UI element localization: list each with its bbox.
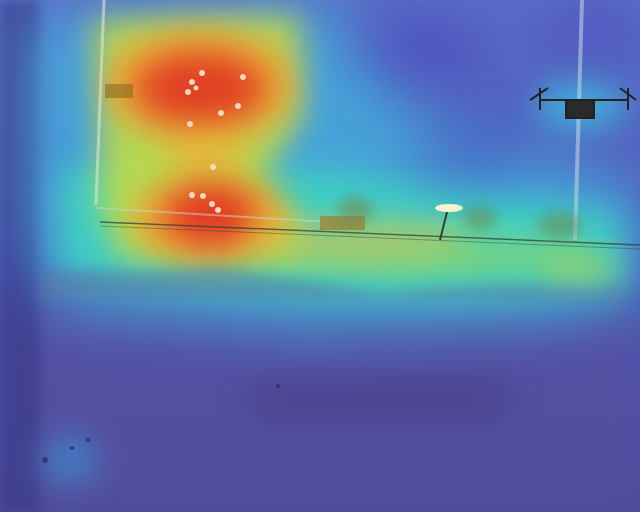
- glow-spot: [40, 435, 100, 485]
- person: [215, 207, 221, 213]
- drone-arm: [529, 87, 549, 101]
- fence-line: [99, 221, 640, 246]
- people: [185, 70, 246, 213]
- person: [200, 193, 206, 199]
- person: [185, 89, 191, 95]
- person: [193, 85, 199, 91]
- cold-patch-1: [350, 5, 490, 95]
- debris-dot: [86, 438, 90, 442]
- person: [189, 192, 195, 198]
- cold-patch-2: [410, 115, 530, 185]
- person: [218, 110, 224, 116]
- shrub: [337, 196, 373, 224]
- lot-left-edge: [94, 0, 106, 206]
- debris-dot: [276, 384, 280, 388]
- dark-block: [105, 84, 133, 98]
- fence-line-2: [99, 225, 640, 250]
- shrub: [464, 206, 496, 230]
- person: [210, 164, 216, 170]
- person: [240, 74, 246, 80]
- person: [199, 70, 205, 76]
- person: [235, 103, 241, 109]
- drone-arm: [619, 87, 637, 101]
- shrub-row: [337, 196, 582, 239]
- shrub: [538, 211, 582, 239]
- person: [187, 121, 193, 127]
- lot-bottom-edge: [95, 207, 331, 223]
- orange-neck: [170, 110, 240, 190]
- person: [189, 79, 195, 85]
- street-lamp-head: [435, 204, 463, 212]
- debris-dot: [42, 457, 48, 463]
- cold-patch-3: [530, 0, 640, 65]
- street-lamp-post: [439, 207, 449, 241]
- terrain-edge: [40, 268, 620, 300]
- debris-dot: [70, 446, 74, 450]
- drone-body: [565, 99, 595, 119]
- shadow-band: [250, 380, 510, 420]
- hot-core-top: [135, 53, 265, 123]
- quadcopter-drone: [529, 87, 637, 119]
- person: [209, 201, 215, 207]
- debris: [42, 384, 280, 463]
- utility-pole: [573, 0, 584, 241]
- hot-strip-right: [540, 252, 620, 284]
